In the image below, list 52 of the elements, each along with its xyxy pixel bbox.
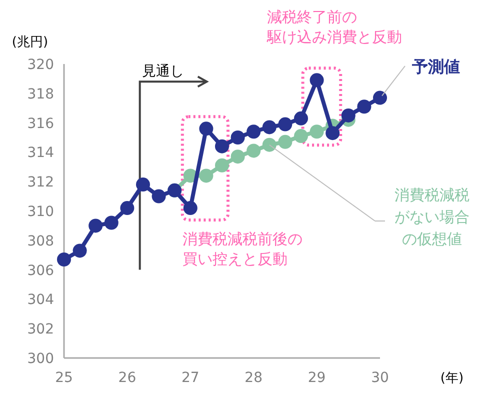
point — [262, 120, 276, 134]
x-tick-label: 30 — [371, 370, 389, 386]
point — [72, 244, 87, 258]
point — [278, 134, 292, 149]
x-tick-label: 25 — [55, 370, 73, 386]
point — [310, 73, 324, 88]
series-label: 予測値 — [411, 57, 460, 76]
y-tick-label: 308 — [27, 233, 54, 250]
y-tick-label: 320 — [27, 57, 54, 73]
point — [326, 126, 340, 140]
annotation: 消費税減税前後の買い控えと反動 — [182, 230, 302, 268]
point — [215, 158, 229, 172]
point — [246, 144, 261, 158]
point — [278, 117, 292, 132]
point — [136, 178, 150, 192]
y-axis-title: (兆円) — [12, 35, 48, 50]
y-tick-label: 304 — [27, 292, 54, 308]
x-tick-label: 29 — [308, 370, 326, 386]
point — [230, 150, 245, 164]
point — [294, 129, 308, 144]
point — [341, 108, 356, 122]
y-tick-label: 314 — [27, 145, 54, 162]
x-axis-title: (年) — [440, 371, 464, 386]
point — [294, 111, 308, 126]
point — [199, 122, 214, 136]
y-tick-label: 306 — [27, 262, 54, 279]
y-tick-label: 318 — [27, 86, 54, 102]
point — [183, 201, 198, 216]
y-tick-label: 300 — [27, 351, 54, 367]
point — [120, 201, 134, 216]
point — [88, 218, 103, 233]
x-tick-label: 26 — [118, 370, 136, 386]
ref-line-label: 見通し — [142, 64, 184, 80]
point — [357, 100, 372, 114]
point — [373, 90, 387, 105]
y-tick-label: 310 — [27, 204, 54, 220]
point — [262, 138, 276, 152]
point — [230, 130, 245, 144]
point — [246, 124, 261, 139]
point — [57, 252, 71, 267]
point — [199, 168, 214, 183]
x-tick-label: 28 — [244, 370, 263, 386]
y-tick-label: 312 — [27, 174, 54, 191]
point — [215, 139, 229, 154]
point — [152, 189, 166, 204]
point — [310, 124, 324, 139]
point — [104, 216, 118, 230]
x-tick-label: 27 — [181, 370, 200, 386]
y-tick-label: 316 — [27, 116, 54, 132]
text: 減税終了前の駆け込み消費と反動 — [266, 8, 402, 46]
text: 消費税減税がない場合の仮想値 — [394, 186, 470, 248]
y-tick-label: 302 — [27, 322, 54, 338]
